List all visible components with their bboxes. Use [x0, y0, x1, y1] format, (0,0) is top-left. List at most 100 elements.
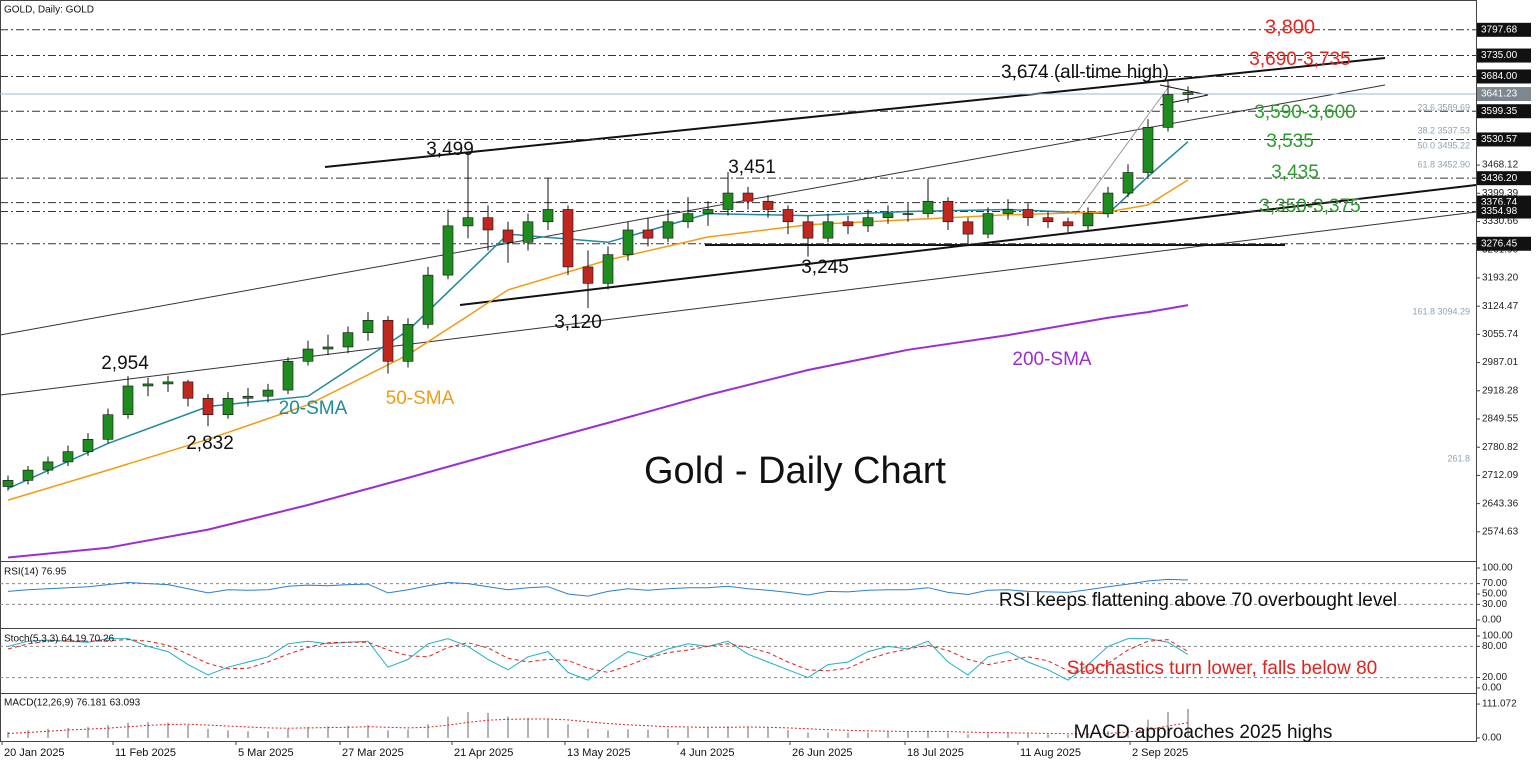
- candle-body: [502, 229, 514, 243]
- annotation: Stochastics turn lower, falls below 80: [1067, 658, 1378, 679]
- candle-body: [922, 200, 934, 214]
- candle-body: [1122, 172, 1134, 194]
- macd-bar: [1007, 733, 1009, 738]
- level-label: 3684.00: [1481, 71, 1518, 82]
- x-tick-label: 26 Jun 2025: [792, 747, 853, 759]
- macd-bar: [1067, 734, 1069, 738]
- candle-body: [602, 254, 614, 284]
- annotation: 50.0 3495.22: [1417, 140, 1470, 150]
- annotation: 3,350-3,375: [1259, 196, 1360, 217]
- macd-bar: [87, 726, 89, 738]
- macd-bar: [307, 726, 309, 738]
- annotation: RSI keeps flattening above 70 overbought…: [999, 590, 1397, 611]
- annotation: 23.6 3589.69: [1417, 102, 1470, 112]
- trendline: [0, 84, 1386, 336]
- y-tick-label: 3193.20: [1482, 273, 1519, 284]
- candle-body: [582, 266, 594, 284]
- candle-body: [442, 225, 454, 276]
- candle-body: [242, 395, 254, 399]
- macd-bar: [707, 727, 709, 738]
- current-price-box: [1477, 87, 1531, 102]
- macd-bar: [407, 729, 409, 738]
- macd-bar: [667, 728, 669, 738]
- macd-bar: [327, 726, 329, 738]
- chart-header: GOLD, Daily: GOLD: [4, 5, 94, 16]
- macd-bar: [527, 718, 529, 738]
- candle-body: [682, 213, 694, 223]
- candle-body: [762, 200, 774, 210]
- macd-bar: [807, 732, 809, 738]
- macd-bar: [1107, 731, 1109, 738]
- candle-body: [642, 229, 654, 239]
- y-tick-label: 0.00: [1482, 733, 1502, 744]
- macd-bar: [187, 725, 189, 738]
- level-box: [1477, 171, 1531, 186]
- plot-border: [0, 0, 1477, 742]
- candle-body: [422, 274, 434, 325]
- macd-bar: [207, 728, 209, 738]
- candle-body: [662, 221, 674, 239]
- annotation: 3,674 (all-time high): [1001, 62, 1169, 83]
- indicator-line: [7, 639, 1189, 673]
- macd-bar: [547, 719, 549, 738]
- candle-body: [862, 217, 874, 227]
- candle-body: [2, 480, 14, 487]
- series-label: 50-SMA: [386, 388, 455, 409]
- x-tick-label: 11 Aug 2025: [1020, 747, 1081, 759]
- macd-bar: [907, 731, 909, 738]
- frame: [0, 0, 1477, 742]
- macd-bar: [747, 726, 749, 738]
- candle-body: [982, 213, 994, 235]
- macd-bar: [1167, 712, 1169, 738]
- level-label: 3599.35: [1481, 106, 1518, 117]
- y-tick-label: 3330.66: [1482, 216, 1519, 227]
- macd-bar: [567, 724, 569, 738]
- y-tick-label: 3399.39: [1482, 188, 1519, 199]
- candle-body: [1162, 94, 1174, 128]
- macd-bar: [467, 712, 469, 738]
- y-tick-label: 2574.63: [1482, 526, 1519, 537]
- macd-bar: [1087, 733, 1089, 738]
- macd-bar: [127, 722, 129, 738]
- candle-body: [882, 213, 894, 218]
- candle-body: [402, 324, 414, 362]
- annotation: 3,435: [1271, 162, 1319, 183]
- level-box: [1477, 132, 1531, 147]
- candle-body: [482, 217, 494, 231]
- macd-bar: [387, 730, 389, 738]
- annotation: 3,499: [426, 139, 474, 160]
- y-tick-label: 100.00: [1482, 631, 1513, 642]
- macd-bar: [247, 731, 249, 738]
- annotation: 38.2 3537.53: [1417, 125, 1470, 135]
- macd-bar: [27, 730, 29, 738]
- candle-body: [302, 348, 314, 362]
- macd-bar: [47, 728, 49, 738]
- chart-title: Gold - Daily Chart: [644, 450, 946, 492]
- macd-bar: [847, 732, 849, 738]
- macd-bar: [1127, 727, 1129, 738]
- annotation: MACD approaches 2025 highs: [1074, 722, 1333, 743]
- y-tick-label: 100.00: [1482, 563, 1513, 574]
- macd-bar: [607, 730, 609, 738]
- candle-body: [562, 209, 574, 268]
- candle-body: [962, 221, 974, 235]
- candle-body: [42, 461, 54, 471]
- annotation: 3,535: [1266, 131, 1314, 152]
- level-box: [1477, 69, 1531, 84]
- y-tick-label: 3468.12: [1482, 160, 1519, 171]
- level-label: 3354.98: [1481, 206, 1518, 217]
- candle-body: [1022, 209, 1034, 218]
- macd-bar: [587, 728, 589, 738]
- panel-title: RSI(14) 76.95: [4, 567, 67, 578]
- candle-body: [822, 221, 834, 239]
- macd-bar: [147, 722, 149, 738]
- candle-body: [1082, 213, 1094, 227]
- candle-body: [142, 383, 154, 387]
- candle-body: [802, 221, 814, 239]
- candle-body: [722, 192, 734, 210]
- x-tick-label: 20 Jan 2025: [4, 747, 65, 759]
- macd-bar: [727, 726, 729, 738]
- macd-bar: [447, 716, 449, 738]
- annotation: 3,120: [554, 312, 602, 333]
- macd-bar: [1187, 708, 1189, 738]
